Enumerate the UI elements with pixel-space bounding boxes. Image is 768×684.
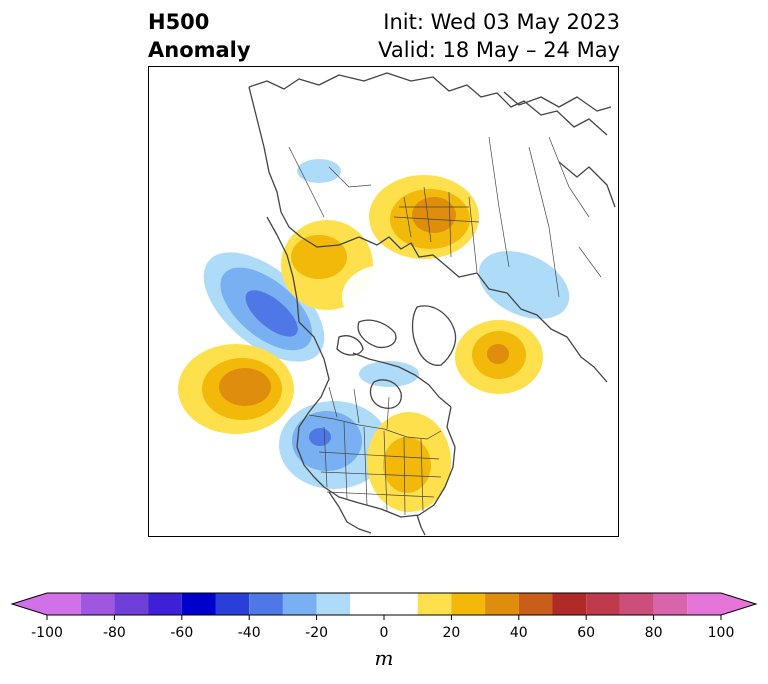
- colorbar-segment: [181, 593, 216, 615]
- map-canvas: [178, 72, 616, 536]
- colorbar-segment: [417, 593, 452, 615]
- colorbar-tick-label: 40: [509, 625, 528, 641]
- anomaly-central-asia-negative: [297, 159, 341, 183]
- anomaly-shading: [178, 159, 570, 512]
- colorbar-tick-label: -100: [31, 625, 63, 641]
- colorbar-tick-label: -20: [305, 625, 329, 641]
- forecast-dates: Init: Wed 03 May 2023 Valid: 18 May – 24…: [378, 8, 620, 64]
- colorbar-segments: [10, 592, 758, 616]
- colorbar: [10, 592, 758, 620]
- colorbar-tick-label: 100: [707, 625, 735, 641]
- colorbar-segment: [350, 593, 418, 615]
- colorbar-segment: [148, 593, 182, 615]
- colorbar-tick-label: -40: [237, 625, 261, 641]
- colorbar-segment: [586, 593, 620, 615]
- title-line-1: H500: [148, 10, 210, 34]
- colorbar-segment: [316, 593, 351, 615]
- colorbar-unit-label: m: [374, 646, 394, 670]
- colorbar-tick-label: 20: [442, 625, 461, 641]
- colorbar-extend-min: [12, 593, 47, 615]
- colorbar-tick-label: -80: [102, 625, 126, 641]
- colorbar-segment: [485, 593, 519, 615]
- colorbar-segment: [552, 593, 587, 615]
- colorbar-tick-label: -60: [170, 625, 194, 641]
- colorbar-tick-label: 80: [644, 625, 663, 641]
- colorbar-extend-max: [721, 593, 756, 615]
- colorbar-segment: [282, 593, 317, 615]
- init-date: Init: Wed 03 May 2023: [383, 10, 620, 34]
- anomaly-central-pacific-positive: [178, 344, 294, 434]
- colorbar-segment: [114, 593, 149, 615]
- colorbar-segment: [215, 593, 250, 615]
- colorbar-ticks: [46, 615, 722, 620]
- title-line-2: Anomaly: [148, 38, 251, 62]
- map-title: H500 Anomaly: [148, 8, 251, 64]
- coastlines: [248, 72, 616, 536]
- valid-dates: Valid: 18 May – 24 May: [378, 38, 620, 62]
- anomaly-northern-europe-negative: [478, 251, 570, 319]
- colorbar-segment: [451, 593, 486, 615]
- colorbar-segment: [249, 593, 283, 615]
- political-borders: [288, 136, 602, 516]
- anomaly-north-pacific-negative: [203, 252, 325, 362]
- anomaly-north-atlantic-positive: [455, 320, 543, 394]
- colorbar-segment: [80, 593, 115, 615]
- colorbar-segment: [619, 593, 654, 615]
- colorbar-segment: [47, 593, 81, 615]
- colorbar-tick-label: 60: [577, 625, 596, 641]
- colorbar-tick-label: 0: [379, 625, 389, 641]
- colorbar-segment: [687, 593, 721, 615]
- anomaly-map: [148, 66, 619, 537]
- colorbar-segment: [518, 593, 553, 615]
- anomaly-hudson-negative: [359, 361, 419, 387]
- colorbar-segment: [653, 593, 688, 615]
